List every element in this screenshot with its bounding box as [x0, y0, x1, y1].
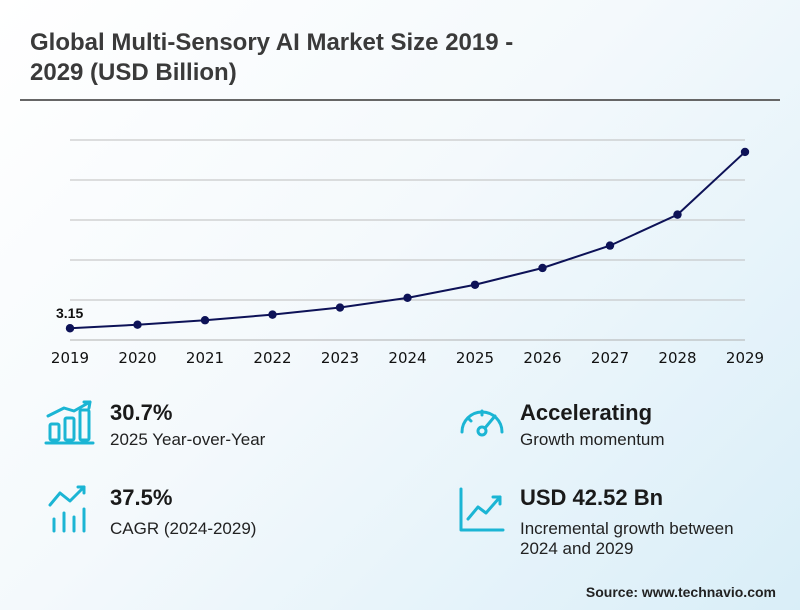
- kpi-incremental-value: USD 42.52 Bn: [520, 485, 664, 510]
- data-point: [605, 241, 615, 250]
- kpi-incremental-label: Incremental growth between 2024 and 2029: [520, 519, 734, 558]
- line-chart: 3.15 2019 2020 2021 2022 2023 2024 2025 2026 2027…: [51, 139, 764, 367]
- kpi-momentum-label: Growth momentum: [520, 430, 665, 449]
- x-tick-label: 2024: [388, 349, 426, 367]
- kpi-yoy: 30.7% 2025 Year-over-Year: [44, 398, 374, 458]
- x-tick-label: 2021: [186, 349, 224, 367]
- x-tick-label: 2026: [523, 349, 561, 367]
- trend-bars-icon: [48, 485, 86, 533]
- kpi-momentum-value: Accelerating: [520, 400, 653, 425]
- x-tick-label: 2020: [118, 349, 156, 367]
- kpi-incremental: USD 42.52 Bn Incremental growth between …: [456, 483, 786, 563]
- data-point: [470, 280, 480, 289]
- data-point: [740, 147, 750, 157]
- data-point: [538, 263, 547, 273]
- data-point: [403, 293, 412, 303]
- kpi-momentum: Accelerating Growth momentum: [456, 398, 786, 458]
- x-tick-label: 2025: [456, 349, 494, 367]
- data-point: [133, 320, 142, 329]
- x-tick-label: 2023: [321, 349, 359, 367]
- gauge-icon: [460, 409, 504, 437]
- title-divider: [20, 99, 780, 101]
- kpi-cagr-value: 37.5%: [110, 485, 173, 510]
- kpi-cagr-label: CAGR (2024-2029): [110, 519, 257, 538]
- x-tick-label: 2027: [591, 349, 629, 367]
- x-tick-label: 2029: [726, 349, 764, 367]
- bar-chart-icon: [44, 400, 95, 445]
- kpi-cagr: 37.5% CAGR (2024-2029): [44, 483, 374, 543]
- data-point: [200, 316, 210, 325]
- source-note: Source: www.technavio.com: [585, 584, 776, 600]
- data-point: [268, 310, 277, 319]
- growth-chart-icon: [459, 487, 505, 532]
- chart-title-line-1: Global Multi-Sensory AI Market Size 2019…: [30, 29, 514, 56]
- kpi-yoy-value: 30.7%: [110, 400, 173, 425]
- x-tick-label: 2022: [253, 349, 291, 367]
- data-point: [673, 210, 682, 219]
- data-point: [335, 303, 345, 312]
- chart-title: Global Multi-Sensory AI Market Size 2019…: [30, 28, 630, 88]
- x-tick-label: 2028: [658, 349, 696, 367]
- data-label: 3.15: [56, 305, 83, 321]
- x-tick-label: 2019: [51, 349, 89, 367]
- data-point: [65, 324, 75, 333]
- kpi-yoy-label: 2025 Year-over-Year: [110, 430, 266, 449]
- chart-title-line-2: 2029 (USD Billion): [30, 59, 237, 86]
